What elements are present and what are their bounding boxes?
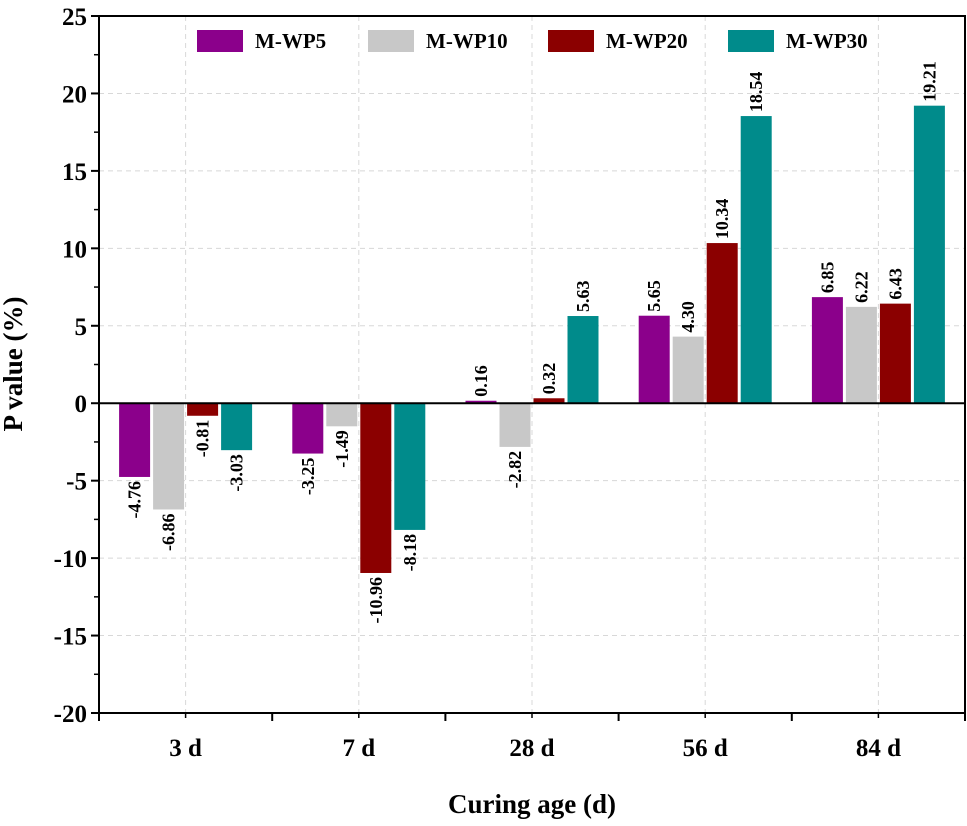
bar xyxy=(292,403,324,454)
bar xyxy=(740,116,772,404)
y-tick-label: 0 xyxy=(75,391,88,418)
bar xyxy=(153,403,185,510)
bar xyxy=(845,306,877,404)
data-label: -2.82 xyxy=(505,451,525,489)
data-label: 18.54 xyxy=(746,72,766,113)
y-tick-label: 5 xyxy=(75,314,88,341)
bar xyxy=(465,400,497,404)
data-label: 10.34 xyxy=(712,199,732,240)
y-tick-label: 25 xyxy=(62,4,87,31)
data-label: -3.25 xyxy=(298,458,318,496)
bars xyxy=(119,105,945,573)
data-label: -8.18 xyxy=(400,534,420,572)
data-label: -3.03 xyxy=(227,454,247,492)
bar xyxy=(394,403,426,530)
legend-label: M-WP30 xyxy=(786,29,868,53)
legend-swatch xyxy=(728,30,774,52)
bar xyxy=(533,398,565,404)
data-label: 4.30 xyxy=(678,301,698,333)
bar xyxy=(221,403,253,451)
bar xyxy=(706,243,738,404)
bar xyxy=(187,403,219,416)
x-axis-title: Curing age (d) xyxy=(448,789,616,819)
data-label: -0.81 xyxy=(193,420,213,458)
bar xyxy=(567,316,599,404)
bar xyxy=(913,105,945,404)
data-label: 0.16 xyxy=(471,365,491,397)
legend: M-WP5 M-WP10 M-WP20 M-WP30 xyxy=(197,29,868,53)
y-tick-label: -5 xyxy=(66,469,87,496)
legend-swatch xyxy=(368,30,414,52)
legend-swatch xyxy=(548,30,594,52)
bar xyxy=(326,403,358,427)
data-label: 6.85 xyxy=(817,262,837,294)
y-tick-label: -15 xyxy=(54,624,87,651)
y-tick-label: -20 xyxy=(54,701,87,728)
data-label: -6.86 xyxy=(159,513,179,551)
x-tick-label: 7 d xyxy=(342,735,375,762)
data-label: -1.49 xyxy=(332,430,352,468)
bar xyxy=(499,403,531,447)
bar xyxy=(638,315,670,404)
data-label: 6.43 xyxy=(885,268,905,300)
bar xyxy=(672,336,704,404)
data-label: -4.76 xyxy=(125,481,145,519)
legend-swatch xyxy=(197,30,243,52)
bar xyxy=(879,303,911,404)
bar xyxy=(360,403,392,573)
legend-label: M-WP20 xyxy=(606,29,688,53)
y-tick-label: -10 xyxy=(54,546,87,573)
data-labels: -4.76 -3.25 0.16 5.65 6.85 -6.86 -1.49 -2.82 4.3… xyxy=(125,61,940,623)
x-tick-label: 56 d xyxy=(683,735,728,762)
data-label: 5.65 xyxy=(644,280,664,312)
y-axis-title: P value (%) xyxy=(0,297,28,432)
x-tick-label: 28 d xyxy=(509,735,554,762)
x-tick-label: 84 d xyxy=(856,735,901,762)
y-tick-label: 15 xyxy=(62,159,87,186)
x-tick-label: 3 d xyxy=(169,735,202,762)
y-tick-label: 10 xyxy=(62,236,87,263)
y-tick-label: 20 xyxy=(62,81,87,108)
data-label: 5.63 xyxy=(573,281,593,313)
bar xyxy=(811,297,843,404)
grid xyxy=(99,16,965,713)
axes: -20 -15 -10 -5 0 5 10 15 20 25 3 d 7 d 28 d 56 d 84 d xyxy=(54,4,966,762)
data-label: -10.96 xyxy=(366,577,386,624)
data-label: 6.22 xyxy=(851,271,871,303)
data-label: 19.21 xyxy=(919,61,939,102)
bar xyxy=(119,403,151,477)
data-label: 0.32 xyxy=(539,363,559,395)
legend-label: M-WP10 xyxy=(426,29,508,53)
legend-label: M-WP5 xyxy=(255,29,326,53)
